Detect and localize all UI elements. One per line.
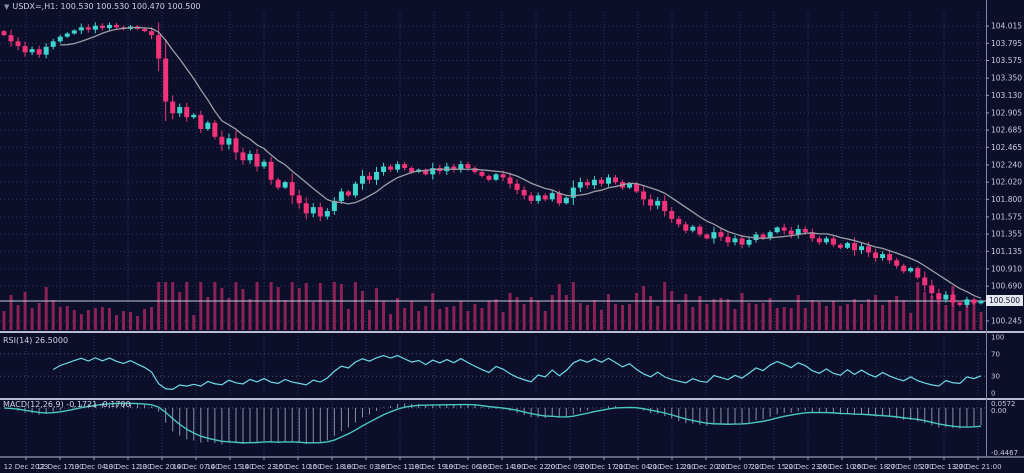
- svg-text:13 Dec 12:00: 13 Dec 12:00: [104, 463, 151, 471]
- svg-text:102.685: 102.685: [991, 126, 1022, 135]
- rsi-indicator-label: RSI(14) 26.5000: [3, 336, 69, 345]
- svg-text:26 Dec 10:00: 26 Dec 10:00: [818, 463, 865, 471]
- svg-text:13 Dec 20:00: 13 Dec 20:00: [138, 463, 185, 471]
- svg-text:14 Dec 15:00: 14 Dec 15:00: [206, 463, 253, 471]
- svg-text:14 Dec 07:00: 14 Dec 07:00: [172, 463, 219, 471]
- svg-text:100: 100: [991, 334, 1004, 342]
- svg-text:100.690: 100.690: [991, 282, 1022, 291]
- candles-layer: [1, 22, 984, 308]
- svg-text:0.0572: 0.0572: [991, 400, 1016, 408]
- rsi-line: [52, 354, 982, 391]
- svg-text:102.240: 102.240: [991, 160, 1022, 169]
- moving-average-line: [60, 26, 982, 299]
- svg-text:13 Dec 04:00: 13 Dec 04:00: [70, 463, 117, 471]
- current-price-tag: 100.500: [986, 295, 1023, 307]
- svg-text:103.130: 103.130: [991, 91, 1022, 100]
- price-axis[interactable]: 104.015 103.795 103.575 103.350 103.130 102.9…: [986, 22, 1022, 457]
- svg-text:101.355: 101.355: [991, 230, 1022, 239]
- svg-text:102.465: 102.465: [991, 143, 1022, 152]
- svg-text:19 Dec 06:00: 19 Dec 06:00: [444, 463, 491, 471]
- svg-text:20 Dec 17:00: 20 Dec 17:00: [580, 463, 627, 471]
- svg-text:0.00: 0.00: [991, 407, 1007, 415]
- collapse-triangle-icon[interactable]: ▼: [4, 3, 10, 11]
- svg-text:12 Dec 17:00: 12 Dec 17:00: [36, 463, 83, 471]
- svg-text:18 Dec 03:00: 18 Dec 03:00: [342, 463, 389, 471]
- panel-separators: [0, 0, 1024, 458]
- svg-text:103.795: 103.795: [991, 39, 1022, 48]
- svg-text:21 Dec 04:00: 21 Dec 04:00: [614, 463, 661, 471]
- svg-text:101.135: 101.135: [991, 247, 1022, 256]
- svg-text:27 Dec 21:00: 27 Dec 21:00: [954, 463, 1001, 471]
- svg-text:-0.4467: -0.4467: [991, 449, 1018, 457]
- grid-layer: [0, 12, 985, 456]
- svg-text:18 Dec 11:00: 18 Dec 11:00: [376, 463, 423, 471]
- macd-histogram: [10, 402, 982, 445]
- svg-text:22 Dec 07:00: 22 Dec 07:00: [716, 463, 763, 471]
- macd-indicator-label: MACD(12,26,9) -0.1721 -0.1700: [3, 400, 131, 409]
- svg-text:27 Dec 05:00: 27 Dec 05:00: [886, 463, 933, 471]
- svg-text:103.350: 103.350: [991, 74, 1022, 83]
- symbol-ohlc-readout: USDX=,H1: 100.530 100.530 100.470 100.50…: [12, 2, 201, 11]
- svg-text:15 Dec 18:00: 15 Dec 18:00: [308, 463, 355, 471]
- svg-text:70: 70: [991, 350, 1000, 358]
- svg-text:101.800: 101.800: [991, 195, 1022, 204]
- svg-text:20 Dec 09:00: 20 Dec 09:00: [546, 463, 593, 471]
- svg-text:30: 30: [991, 373, 1000, 381]
- svg-text:26 Dec 18:00: 26 Dec 18:00: [852, 463, 899, 471]
- svg-text:22 Dec 15:00: 22 Dec 15:00: [750, 463, 797, 471]
- volume-layer: [2, 282, 983, 330]
- svg-text:100.910: 100.910: [991, 264, 1022, 273]
- svg-text:100.245: 100.245: [991, 316, 1022, 325]
- svg-text:104.015: 104.015: [991, 22, 1022, 31]
- chart-title: ▼ USDX=,H1: 100.530 100.530 100.470 100.5…: [4, 2, 201, 11]
- svg-text:12 Dec 2023: 12 Dec 2023: [4, 463, 49, 471]
- svg-text:102.020: 102.020: [991, 178, 1022, 187]
- macd-signal-line: [3, 402, 982, 444]
- svg-text:0: 0: [991, 390, 995, 398]
- svg-text:21 Dec 20:00: 21 Dec 20:00: [682, 463, 729, 471]
- svg-text:14 Dec 23:00: 14 Dec 23:00: [240, 463, 287, 471]
- svg-text:15 Dec 10:00: 15 Dec 10:00: [274, 463, 321, 471]
- svg-text:27 Dec 13:00: 27 Dec 13:00: [920, 463, 967, 471]
- svg-text:22 Dec 23:00: 22 Dec 23:00: [784, 463, 831, 471]
- svg-text:103.575: 103.575: [991, 56, 1022, 65]
- svg-text:101.575: 101.575: [991, 212, 1022, 221]
- svg-text:102.905: 102.905: [991, 108, 1022, 117]
- svg-text:19 Dec 14:00: 19 Dec 14:00: [478, 463, 525, 471]
- svg-text:18 Dec 19:00: 18 Dec 19:00: [410, 463, 457, 471]
- svg-text:19 Dec 22:00: 19 Dec 22:00: [512, 463, 559, 471]
- svg-text:21 Dec 12:00: 21 Dec 12:00: [648, 463, 695, 471]
